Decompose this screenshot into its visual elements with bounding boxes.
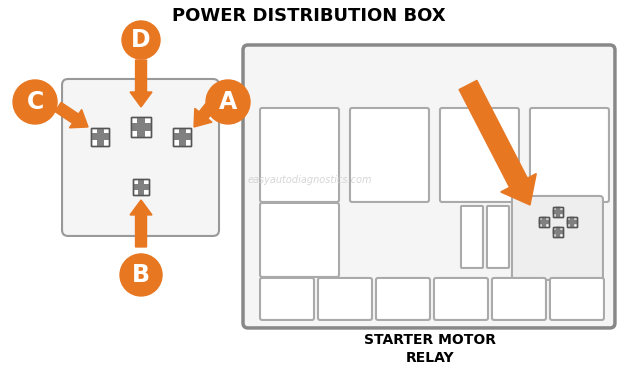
FancyBboxPatch shape <box>539 220 549 224</box>
FancyBboxPatch shape <box>512 196 603 280</box>
FancyBboxPatch shape <box>350 108 429 202</box>
FancyBboxPatch shape <box>487 206 509 268</box>
FancyBboxPatch shape <box>550 278 604 320</box>
FancyBboxPatch shape <box>133 184 149 190</box>
Circle shape <box>206 80 250 124</box>
FancyArrow shape <box>55 102 88 128</box>
FancyBboxPatch shape <box>62 79 219 236</box>
FancyBboxPatch shape <box>96 128 104 146</box>
FancyBboxPatch shape <box>553 207 563 217</box>
FancyBboxPatch shape <box>138 179 144 195</box>
FancyArrow shape <box>194 104 214 127</box>
FancyBboxPatch shape <box>567 217 577 227</box>
Circle shape <box>13 80 57 124</box>
Text: A: A <box>219 90 237 114</box>
Text: POWER DISTRIBUTION BOX: POWER DISTRIBUTION BOX <box>172 7 446 25</box>
FancyBboxPatch shape <box>243 45 615 328</box>
FancyBboxPatch shape <box>137 117 145 137</box>
FancyBboxPatch shape <box>567 220 577 224</box>
FancyBboxPatch shape <box>570 217 574 227</box>
FancyBboxPatch shape <box>552 230 563 234</box>
Circle shape <box>120 254 162 296</box>
FancyBboxPatch shape <box>440 108 519 202</box>
FancyBboxPatch shape <box>318 278 372 320</box>
FancyBboxPatch shape <box>131 117 151 137</box>
FancyBboxPatch shape <box>556 207 561 217</box>
FancyBboxPatch shape <box>542 217 546 227</box>
FancyBboxPatch shape <box>260 203 339 277</box>
FancyBboxPatch shape <box>552 210 563 214</box>
Text: easyautodiagnostics.com: easyautodiagnostics.com <box>248 175 372 185</box>
FancyBboxPatch shape <box>461 206 483 268</box>
Text: D: D <box>131 28 151 52</box>
FancyBboxPatch shape <box>492 278 546 320</box>
FancyArrow shape <box>459 80 536 205</box>
FancyBboxPatch shape <box>260 108 339 202</box>
FancyBboxPatch shape <box>556 227 561 237</box>
FancyArrow shape <box>130 200 152 247</box>
FancyBboxPatch shape <box>530 108 609 202</box>
FancyBboxPatch shape <box>376 278 430 320</box>
FancyBboxPatch shape <box>173 128 191 146</box>
Text: B: B <box>132 263 150 287</box>
FancyBboxPatch shape <box>539 217 549 227</box>
FancyBboxPatch shape <box>173 134 191 141</box>
Text: STARTER MOTOR
RELAY: STARTER MOTOR RELAY <box>364 333 496 365</box>
FancyBboxPatch shape <box>260 278 314 320</box>
FancyBboxPatch shape <box>91 128 109 146</box>
FancyBboxPatch shape <box>179 128 185 146</box>
Circle shape <box>122 21 160 59</box>
FancyBboxPatch shape <box>434 278 488 320</box>
FancyBboxPatch shape <box>133 179 149 195</box>
FancyArrow shape <box>130 60 152 107</box>
FancyBboxPatch shape <box>131 123 151 131</box>
FancyBboxPatch shape <box>553 227 563 237</box>
FancyBboxPatch shape <box>91 134 109 141</box>
Text: C: C <box>27 90 44 114</box>
